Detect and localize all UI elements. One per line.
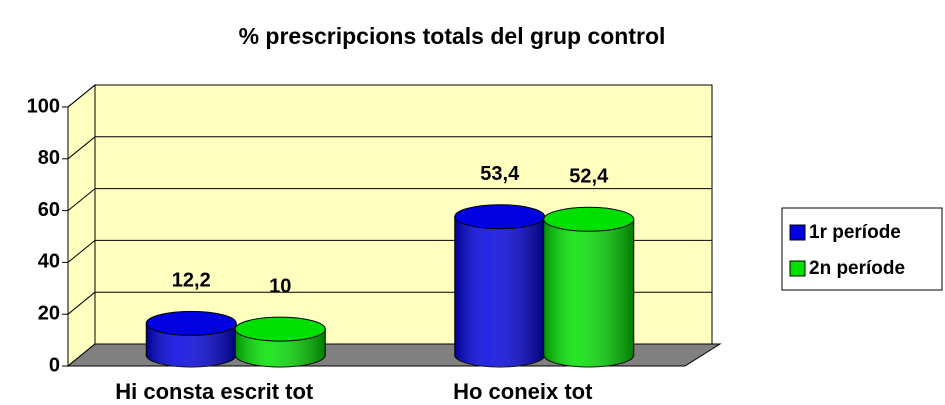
y-tick-label: 20 [38,302,60,324]
y-tick-label: 100 [27,95,60,117]
bar [234,316,326,368]
value-label: 53,4 [480,163,520,185]
legend-label: 2n període [809,258,905,279]
grid-line [67,291,96,315]
legend-swatch [789,224,806,241]
chart-title: % prescripcions totals del grup control [239,23,666,49]
value-label: 10 [269,275,291,297]
bar-body-shade [543,219,634,367]
y-tick-label: 80 [38,147,60,169]
grid-line [67,240,96,263]
legend [781,207,943,291]
y-tick-label: 0 [49,354,60,376]
grid-line [67,84,96,108]
legend-label: 1r període [809,222,901,243]
grid-line [67,188,96,211]
legend-swatch [789,260,806,277]
bar [145,310,237,368]
grid-line [67,136,96,160]
bar-top [543,206,635,232]
bar [543,206,635,368]
bar-top [234,316,326,342]
x-tick-label: Hi consta escrit tot [115,379,314,404]
bar-top [145,310,237,336]
bar [454,204,546,368]
value-label: 12,2 [172,270,211,292]
bar-body-shade [454,216,545,367]
x-tick-label: Ho coneix tot [453,379,593,404]
y-tick-label: 40 [38,251,60,273]
side-wall [67,83,96,368]
value-label: 52,4 [569,166,609,188]
bar-top [454,204,546,230]
y-tick-label: 60 [38,199,60,221]
